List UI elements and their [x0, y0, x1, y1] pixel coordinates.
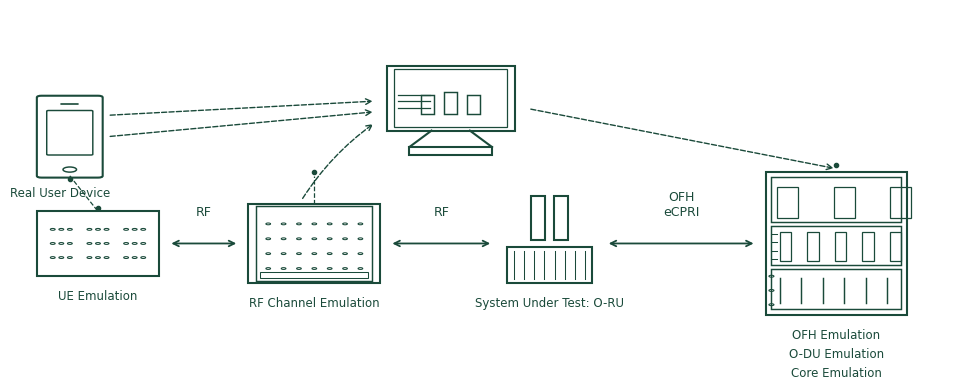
Bar: [766, 172, 907, 315]
Bar: [256, 206, 372, 281]
Text: OFH
eCPRI: OFH eCPRI: [663, 191, 699, 218]
Bar: [777, 186, 799, 218]
Bar: [468, 95, 480, 114]
Bar: [890, 186, 911, 218]
Bar: [833, 186, 854, 218]
Bar: [780, 232, 791, 261]
Text: System Under Test: O-RU: System Under Test: O-RU: [475, 297, 624, 310]
Bar: [772, 269, 901, 309]
Bar: [807, 232, 819, 261]
Bar: [890, 232, 901, 261]
Bar: [387, 66, 515, 130]
Text: UE Emulation: UE Emulation: [59, 290, 137, 303]
Text: OFH Emulation
O-DU Emulation
Core Emulation: OFH Emulation O-DU Emulation Core Emulat…: [789, 329, 884, 380]
Bar: [531, 196, 545, 240]
Bar: [862, 232, 874, 261]
Bar: [554, 196, 567, 240]
Bar: [444, 92, 457, 114]
Text: RF: RF: [196, 206, 212, 218]
Bar: [507, 247, 591, 283]
Text: RF Channel Emulation: RF Channel Emulation: [249, 297, 379, 310]
Bar: [395, 69, 507, 127]
Bar: [260, 273, 369, 278]
Bar: [772, 226, 901, 265]
Text: RF: RF: [433, 206, 449, 218]
Bar: [36, 212, 159, 276]
Text: Real User Device: Real User Device: [11, 186, 110, 200]
Bar: [421, 95, 434, 114]
Bar: [409, 147, 492, 155]
Bar: [772, 176, 901, 222]
Bar: [835, 232, 846, 261]
Bar: [249, 204, 380, 283]
